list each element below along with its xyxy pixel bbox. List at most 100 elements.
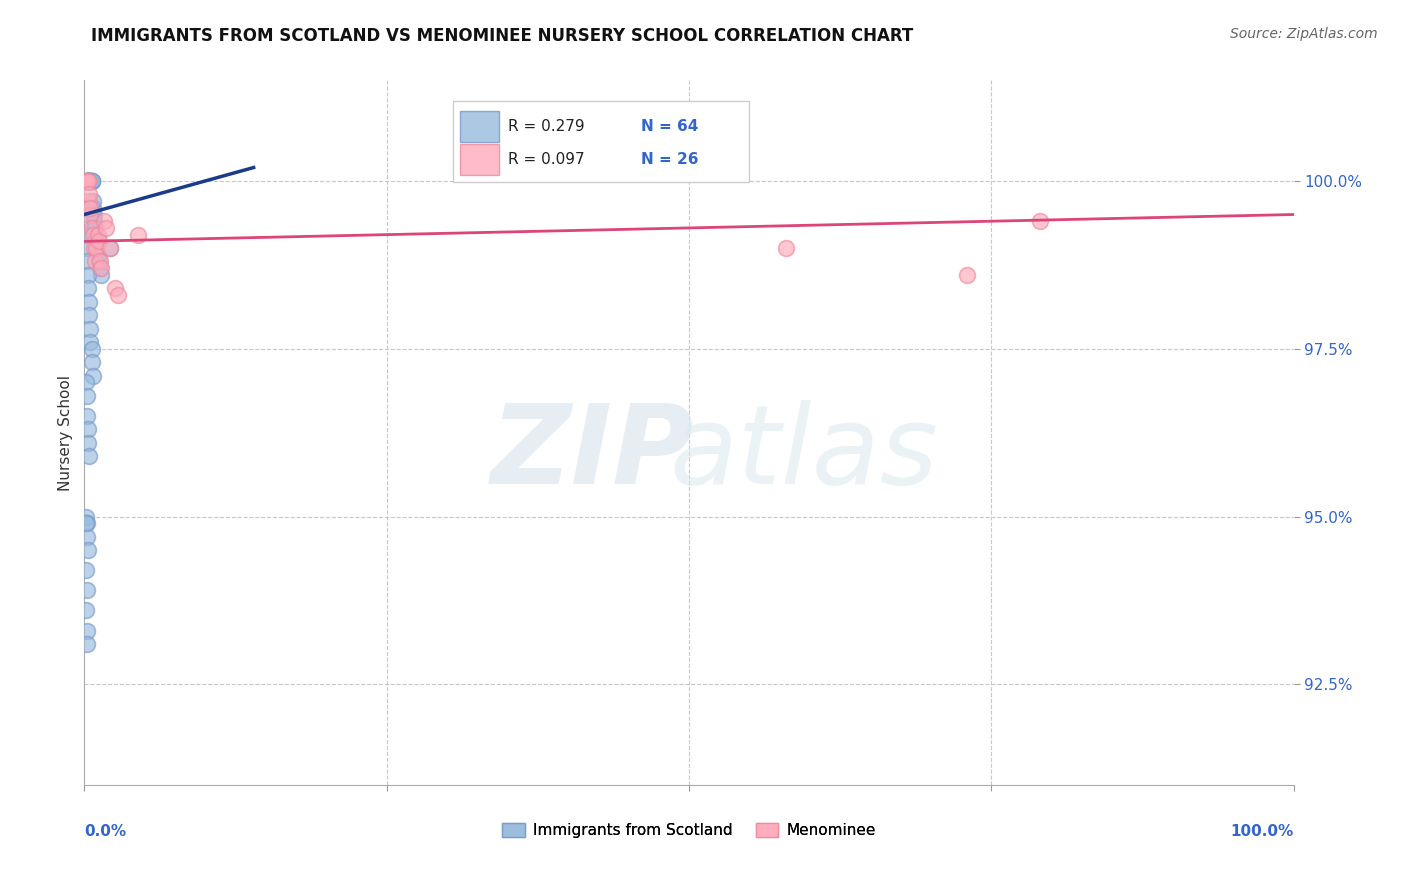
Text: 0.0%: 0.0% [84,823,127,838]
Point [83,214,105,228]
Point [77,449,100,463]
Point [80,221,103,235]
Point [87,254,110,268]
Text: ZIP: ZIP [491,401,695,508]
Point [75,563,97,577]
Point [76,530,98,544]
Point [76,241,98,255]
Point [83,221,105,235]
Point [75,376,97,390]
Point [82,201,104,215]
Point [86,227,108,242]
Point [83,241,105,255]
Point [75,509,97,524]
Point [104,281,127,295]
Point [76,174,98,188]
Point [84,221,107,235]
Point [75,603,97,617]
Point [82,227,104,242]
Point [80,355,103,369]
Point [76,409,98,423]
Point [87,235,110,249]
Point [77,308,100,322]
Point [80,174,103,188]
Point [75,174,97,188]
Point [77,187,100,202]
Point [80,342,103,356]
Point [127,227,149,242]
Point [77,174,100,188]
Point [956,268,979,282]
Point [82,207,104,221]
Point [86,241,108,255]
Point [77,174,100,188]
Text: R = 0.097: R = 0.097 [508,153,583,168]
Point [77,194,100,208]
Text: R = 0.279: R = 0.279 [508,119,583,134]
Point [98,241,121,255]
Point [76,583,98,598]
Point [89,254,111,268]
Text: Source: ZipAtlas.com: Source: ZipAtlas.com [1230,27,1378,41]
Text: N = 64: N = 64 [641,119,697,134]
Point [80,174,103,188]
Point [84,227,107,242]
Point [77,435,100,450]
Point [77,268,100,282]
Point [82,194,104,208]
Point [79,334,101,349]
Legend: Immigrants from Scotland, Menominee: Immigrants from Scotland, Menominee [496,817,882,844]
Point [77,174,100,188]
Point [76,174,98,188]
Point [77,174,100,188]
Point [90,261,112,276]
Point [77,543,100,558]
Point [76,254,98,268]
Point [77,174,100,188]
Point [76,389,98,403]
Point [107,288,129,302]
Point [79,201,101,215]
Point [79,174,101,188]
Point [89,261,111,276]
Point [75,174,97,188]
Point [79,174,101,188]
Point [76,174,98,188]
Point [77,422,100,436]
Point [79,174,101,188]
Point [75,227,97,242]
Point [77,174,100,188]
Point [77,174,100,188]
Point [79,207,101,221]
Point [90,268,112,282]
FancyBboxPatch shape [460,145,499,176]
Point [76,516,98,531]
Y-axis label: Nursery School: Nursery School [58,375,73,491]
Point [80,174,103,188]
FancyBboxPatch shape [460,111,499,142]
Point [77,174,100,188]
Point [77,174,100,188]
Point [82,368,104,383]
Point [77,281,100,295]
Point [76,637,98,651]
Point [76,174,98,188]
Point [86,235,108,249]
Text: IMMIGRANTS FROM SCOTLAND VS MENOMINEE NURSERY SCHOOL CORRELATION CHART: IMMIGRANTS FROM SCOTLAND VS MENOMINEE NU… [91,27,914,45]
Point [79,321,101,335]
Point [94,221,117,235]
Point [83,207,105,221]
Point [77,174,100,188]
Point [77,174,100,188]
Point [84,254,107,268]
Point [1028,214,1050,228]
Point [93,214,115,228]
Point [98,241,121,255]
Text: 100.0%: 100.0% [1230,823,1294,838]
Text: atlas: atlas [669,401,938,508]
Point [86,248,108,262]
FancyBboxPatch shape [453,102,749,183]
Point [76,624,98,638]
Point [77,294,100,309]
Point [775,241,797,255]
